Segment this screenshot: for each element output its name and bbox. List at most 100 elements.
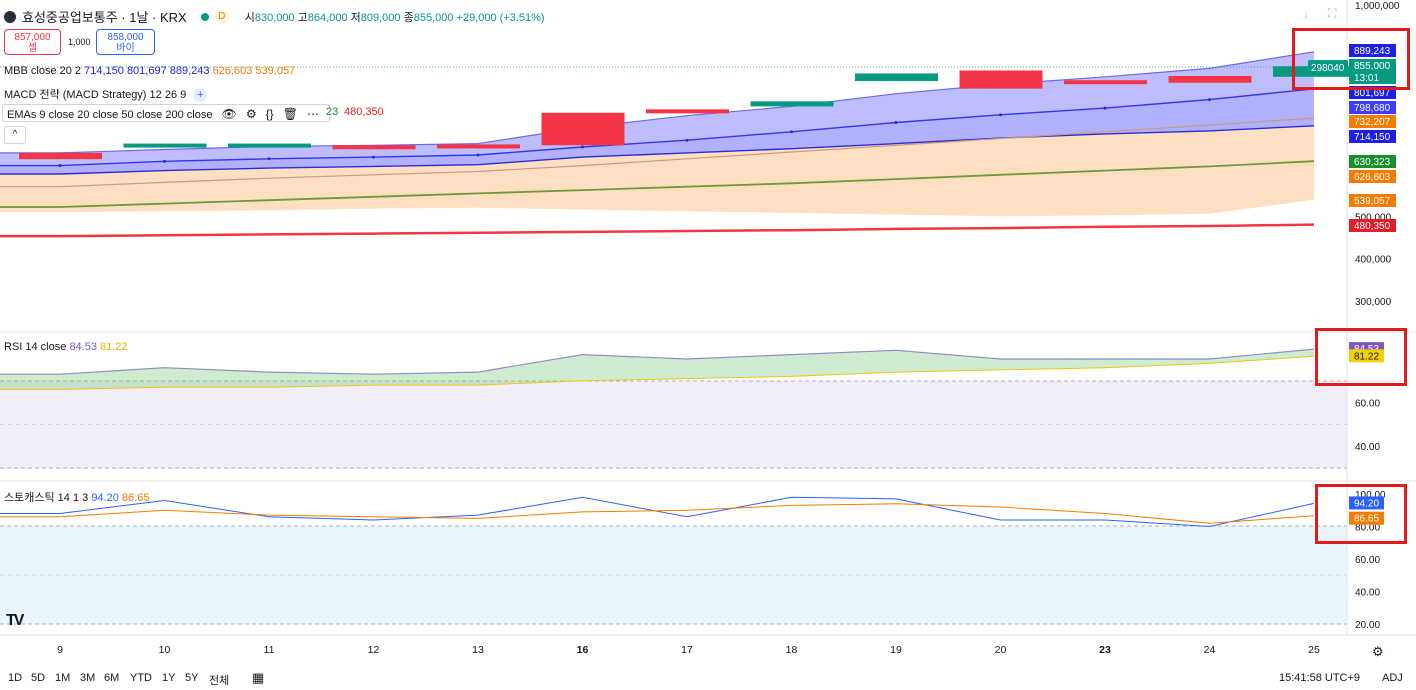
stoch-axis-tick: 100.00 xyxy=(1355,490,1386,501)
stoch-tag-label: 94.20 xyxy=(1354,498,1379,509)
stoch-axis-tick: 40.00 xyxy=(1355,588,1380,599)
price-tag: 13:01 xyxy=(1349,71,1396,84)
mbb-value-1: 714,150 xyxy=(84,65,124,77)
candle-body xyxy=(855,73,938,82)
mbb-upper-line xyxy=(0,51,1315,154)
rsi-label: RSI 14 close xyxy=(4,341,67,353)
rsi-signal-value: 81.22 xyxy=(100,341,128,353)
range-button-5y[interactable]: 5Y xyxy=(185,672,199,684)
stoch-tag-label: 86.65 xyxy=(1354,514,1379,525)
ema-value-last: 480,350 xyxy=(344,106,384,118)
add-icon[interactable]: + xyxy=(193,88,208,102)
range-button-전체[interactable]: 전체 xyxy=(209,675,230,687)
candle-body xyxy=(959,70,1043,89)
mbb-legend[interactable]: MBB close 20 2 714,150 801,697 889,243 6… xyxy=(4,65,295,77)
time-axis-label: 13 xyxy=(472,644,484,656)
time-axis-label: 10 xyxy=(159,644,171,656)
range-button-ytd[interactable]: YTD xyxy=(130,672,152,684)
ema50-line xyxy=(0,160,1315,208)
change-value: +29,000 (+3.51%) xyxy=(456,11,545,24)
range-button-6m[interactable]: 6M xyxy=(104,672,120,684)
price-axis-tick: 1,000,000 xyxy=(1355,1,1400,12)
more-icon[interactable]: ⋯ xyxy=(307,107,320,121)
stoch-axis-tick: 20.00 xyxy=(1355,620,1380,631)
annotation-box-rsi xyxy=(1315,328,1407,386)
low-label: 저 xyxy=(350,11,361,24)
candle-body xyxy=(437,144,520,149)
adj-toggle[interactable]: ADJ xyxy=(1382,672,1403,684)
mbb-mid-point xyxy=(1103,106,1107,110)
rsi-value: 84.53 xyxy=(69,341,97,353)
price-tag-label: 801,697 xyxy=(1354,88,1391,99)
price-tag-bg xyxy=(1349,155,1396,168)
stoch-legend[interactable]: 스토캐스틱 14 1 3 94.20 86.65 xyxy=(4,489,149,505)
price-tag-bg xyxy=(1349,71,1396,84)
eye-icon[interactable]: 👁 xyxy=(221,107,237,121)
open-label: 시 xyxy=(244,11,255,24)
time-axis-label: 24 xyxy=(1204,644,1216,656)
mbb-mid-point xyxy=(476,153,480,157)
candle-body xyxy=(541,112,625,146)
collapse-legend-button[interactable]: ^ xyxy=(4,126,26,144)
clock-readout[interactable]: 15:41:58 UTC+9 xyxy=(1279,672,1361,684)
price-tag-label: 732,207 xyxy=(1354,117,1391,128)
sell-price: 857,000 xyxy=(14,32,51,43)
ema9-line xyxy=(0,125,1315,175)
candle-body xyxy=(123,143,207,148)
buy-button[interactable]: 858,000 바이 xyxy=(96,29,155,55)
range-button-1m[interactable]: 1M xyxy=(55,672,71,684)
price-tag-label: 626,603 xyxy=(1354,172,1391,183)
annotation-box-stoch xyxy=(1315,484,1407,544)
price-tag-label: 714,150 xyxy=(1354,132,1391,143)
time-axis-label: 12 xyxy=(368,644,380,656)
rsi-legend[interactable]: RSI 14 close 84.53 81.22 xyxy=(4,341,128,353)
download-icon[interactable]: ↓ xyxy=(1303,7,1309,21)
price-tag: 714,150 xyxy=(1349,130,1396,143)
candle-body xyxy=(332,145,416,150)
maximize-icon[interactable]: ⛶ xyxy=(1328,6,1337,20)
price-tag-label: 889,243 xyxy=(1354,46,1391,57)
sell-button[interactable]: 857,000 셀 xyxy=(4,29,61,55)
ema-cloud-fill xyxy=(0,125,1314,217)
macd-label: MACD 전략 (MACD Strategy) 12 26 9 xyxy=(4,89,187,101)
price-tag-label: 480,350 xyxy=(1354,221,1391,232)
annotation-box-price xyxy=(1292,28,1410,90)
market-status-dot-icon xyxy=(200,12,209,21)
mbb-band-fill xyxy=(0,51,1314,174)
low-value: 809,000 xyxy=(360,11,401,24)
emas-legend[interactable]: EMAs 9 close 20 close 50 close 200 close… xyxy=(2,104,331,122)
range-button-3m[interactable]: 3M xyxy=(80,672,96,684)
candle-body xyxy=(19,152,102,160)
symbol-title[interactable]: 효성중공업보통주 · 1날 · KRX xyxy=(22,10,187,25)
code-braces-icon[interactable]: {} xyxy=(265,107,274,121)
date-range-calendar-icon[interactable]: ▦ xyxy=(252,670,265,685)
macd-legend[interactable]: MACD 전략 (MACD Strategy) 12 26 9 + xyxy=(4,86,208,102)
settings-gear-icon[interactable]: ⚙ xyxy=(245,107,257,121)
bottom-toolbar: ▦ 15:41:58 UTC+9 ADJ 1D 5D 1M 3M 6M YTD 1Y 5Y 전체 xyxy=(0,668,1416,690)
rsi-tag-label: 81.22 xyxy=(1354,351,1379,362)
mbb-mid-point xyxy=(999,113,1002,117)
stoch-axis-tick: 80.00 xyxy=(1355,523,1380,534)
mbb-mid-point xyxy=(58,164,62,168)
candle-body xyxy=(228,143,311,148)
price-tag: 539,057 xyxy=(1349,194,1396,207)
price-tag-bg xyxy=(1349,219,1396,232)
range-button-1d[interactable]: 1D xyxy=(8,672,23,684)
price-tag-bg xyxy=(1349,101,1396,114)
time-axis-label: 19 xyxy=(890,644,902,656)
price-tag-bg xyxy=(1349,44,1396,57)
range-button-5d[interactable]: 5D xyxy=(31,672,46,684)
price-tag: 855,000 xyxy=(1349,59,1396,72)
range-button-1y[interactable]: 1Y xyxy=(162,672,176,684)
mbb-mid-point xyxy=(894,120,898,124)
high-label: 고 xyxy=(297,11,308,24)
chart-settings-gear-icon[interactable]: ⚙ xyxy=(1372,644,1384,659)
price-tag-bg xyxy=(1349,194,1396,207)
emas-label: EMAs 9 close 20 close 50 close 200 close xyxy=(7,109,213,121)
sell-label: 셀 xyxy=(27,43,38,54)
stoch-k-line xyxy=(0,496,1315,528)
last-price-badge-label: 298040 xyxy=(1311,63,1345,74)
tradingview-logo-icon: TV xyxy=(6,612,25,629)
trash-icon[interactable]: 🗑 xyxy=(282,107,298,121)
